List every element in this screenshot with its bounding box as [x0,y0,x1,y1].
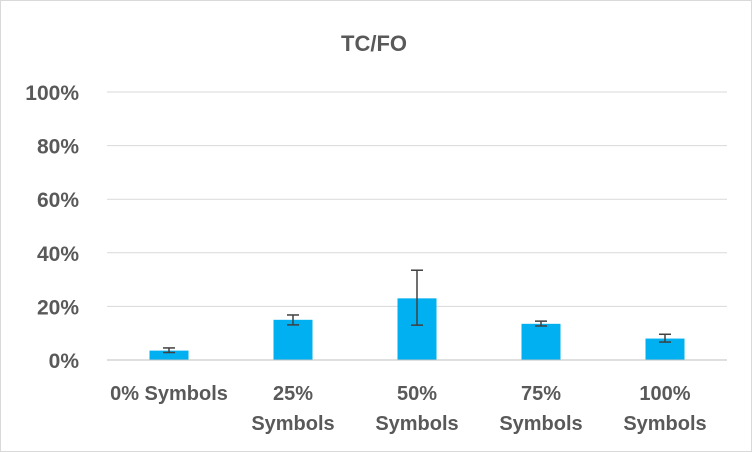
x-tick-label-line2: Symbols [375,413,458,435]
x-tick-label-line2: Symbols [623,413,706,435]
bar [521,323,561,360]
x-tick-label: 50% [397,383,437,405]
x-tick-label-line2: Symbols [251,413,334,435]
bar [645,338,685,360]
gridlines [107,91,727,307]
x-tick-label: 25% [273,383,313,405]
error-bar [411,269,423,326]
x-axis-category-labels: 0% Symbols 25% Symbols 50% Symbols 75% Symbols… [110,383,707,435]
bar [149,350,189,360]
x-tick-label: 0% Symbols [110,383,228,405]
error-bars [163,269,671,354]
x-tick-label: 100% [639,383,690,405]
error-bar [163,347,175,354]
bar [273,319,313,360]
y-axis-tick-labels: 0% 20% 40% 60% 80% 100% [25,82,79,373]
y-tick-label: 40% [37,243,79,266]
x-tick-label-line2: Symbols [499,413,582,435]
bars [149,298,685,360]
y-tick-label: 60% [37,189,79,212]
error-bar [287,314,299,326]
error-bar [535,320,547,327]
y-tick-label: 0% [49,350,80,373]
y-tick-label: 100% [25,82,79,105]
y-tick-label: 80% [37,136,79,159]
x-tick-label: 75% [521,383,561,405]
y-tick-label: 20% [37,296,79,319]
chart-title: TC/FO [341,31,407,56]
error-bar [659,333,671,343]
